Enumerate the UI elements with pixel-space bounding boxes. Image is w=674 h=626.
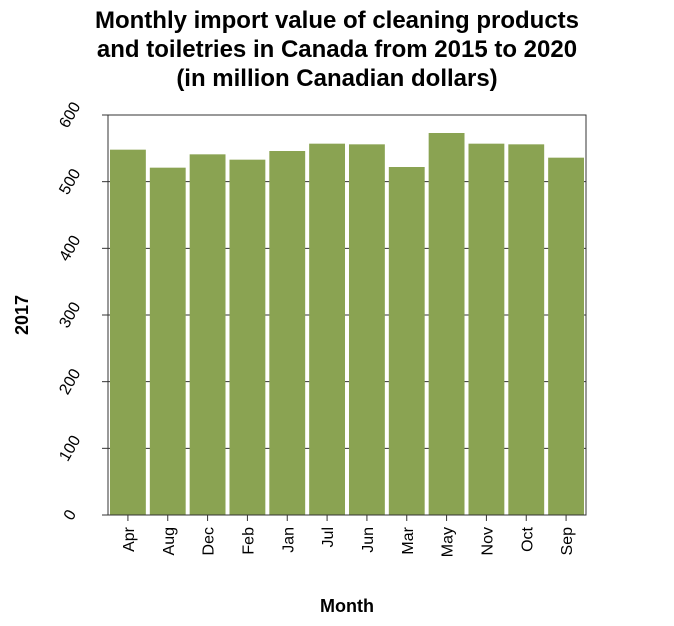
bars [109, 133, 585, 516]
chart-title-line-3: (in million Canadian dollars) [176, 65, 498, 92]
x-axis-ticks: Apr Aug Dec Feb Jan Jul Jun Mar May Nov Oct Sep [121, 515, 576, 557]
bar-dec [189, 154, 226, 516]
x-tick-label: Jun [360, 527, 377, 553]
x-tick-label: Nov [479, 527, 496, 555]
x-tick-label: Oct [519, 526, 536, 551]
x-axis-title: Month [320, 596, 374, 616]
bar-jan [269, 151, 306, 515]
bar-feb [229, 159, 266, 515]
x-tick-label: Dec [201, 527, 218, 555]
y-tick-label: 0 [61, 507, 80, 523]
bar-mar [388, 167, 425, 515]
bar-oct [508, 144, 545, 516]
y-axis-title: 2017 [12, 295, 32, 335]
y-tick-label: 400 [56, 233, 84, 265]
x-tick-label: Sep [559, 527, 576, 556]
x-tick-label: Apr [121, 526, 138, 552]
chart-title-line-1: Monthly import value of cleaning product… [94, 7, 580, 34]
y-tick-label: 500 [56, 166, 84, 198]
y-tick-label: 200 [56, 366, 84, 398]
x-tick-label: Aug [161, 527, 178, 555]
x-tick-label: Feb [240, 527, 257, 555]
x-tick-label: May [440, 527, 457, 557]
chart-title-line-2: and toiletries in Canada from 2015 to 20… [96, 36, 578, 63]
x-tick-label: Mar [400, 526, 417, 554]
bar-aug [149, 167, 186, 515]
bar-sep [548, 157, 585, 515]
bar-jun [348, 144, 385, 516]
y-axis-ticks: 0 100 200 300 400 500 600 [56, 99, 108, 523]
y-tick-label: 300 [56, 299, 84, 331]
x-tick-label: Jan [280, 527, 297, 553]
bar-may [428, 133, 465, 515]
chart-title: Monthly import value of cleaning product… [0, 6, 674, 93]
bar-nov [468, 143, 505, 515]
x-tick-label: Jul [320, 527, 337, 547]
y-tick-label: 600 [56, 99, 84, 131]
bar-apr [109, 149, 146, 515]
bar-jul [309, 143, 346, 515]
y-tick-label: 100 [56, 433, 84, 465]
